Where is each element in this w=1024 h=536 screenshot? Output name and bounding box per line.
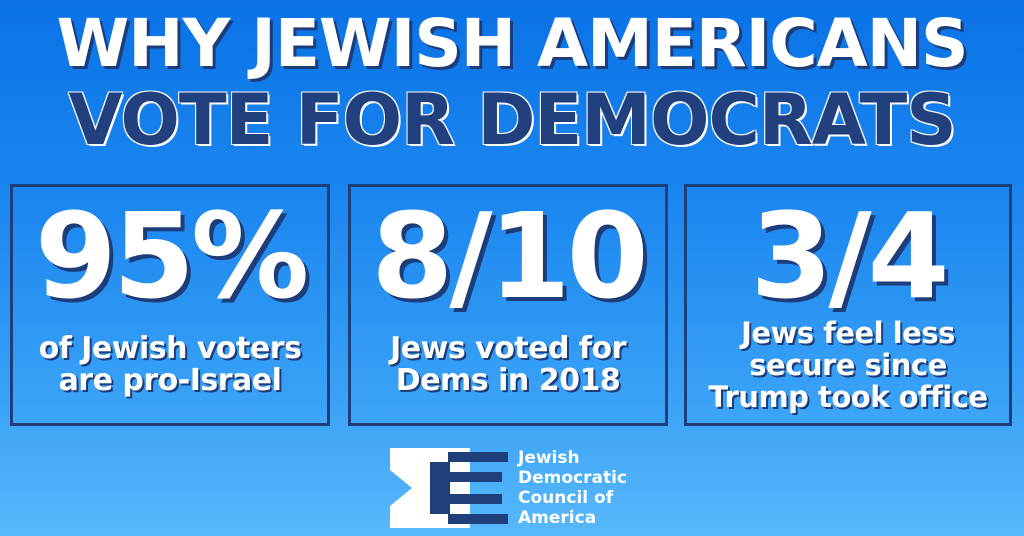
stat-box-voted-dems: 8/10 Jews voted for Dems in 2018 [348,184,668,426]
stat-description: of Jewish voters are pro-Israel [13,333,327,397]
stat-value: 3/4 [750,187,949,325]
headline-line-2: VOTE FOR DEMOCRATS [68,79,956,161]
stat-description-line: Trump took office [708,380,988,414]
jdca-logo-icon [390,448,508,528]
stat-description-line: Jews voted for [390,331,626,366]
stat-description-line: Jews feel less [741,316,955,350]
logo-text-line: Democratic [518,468,627,488]
logo-text-line: America [518,508,597,528]
stat-box-feel-less-secure: 3/4 Jews feel less secure since Trump to… [684,184,1012,426]
jdca-logo: Jewish Democratic Council of America [390,448,640,528]
stat-value: 95% [34,187,309,325]
stat-description-line: of Jewish voters [38,331,302,366]
stat-description-line: Dems in 2018 [395,363,621,398]
stat-description: Jews voted for Dems in 2018 [351,333,665,397]
stat-value: 8/10 [371,187,648,325]
stat-description-line: secure since [749,348,947,382]
headline-line-1: WHY JEWISH AMERICANS [56,5,968,82]
stat-description-line: are pro-Israel [58,363,282,398]
jdca-logo-text: Jewish Democratic Council of America [518,448,627,528]
stat-box-pro-israel: 95% of Jewish voters are pro-Israel [10,184,330,426]
logo-text-line: Council of [518,488,614,508]
logo-text-line: Jewish [518,448,580,468]
stat-description: Jews feel less secure since Trump took o… [687,317,1009,413]
